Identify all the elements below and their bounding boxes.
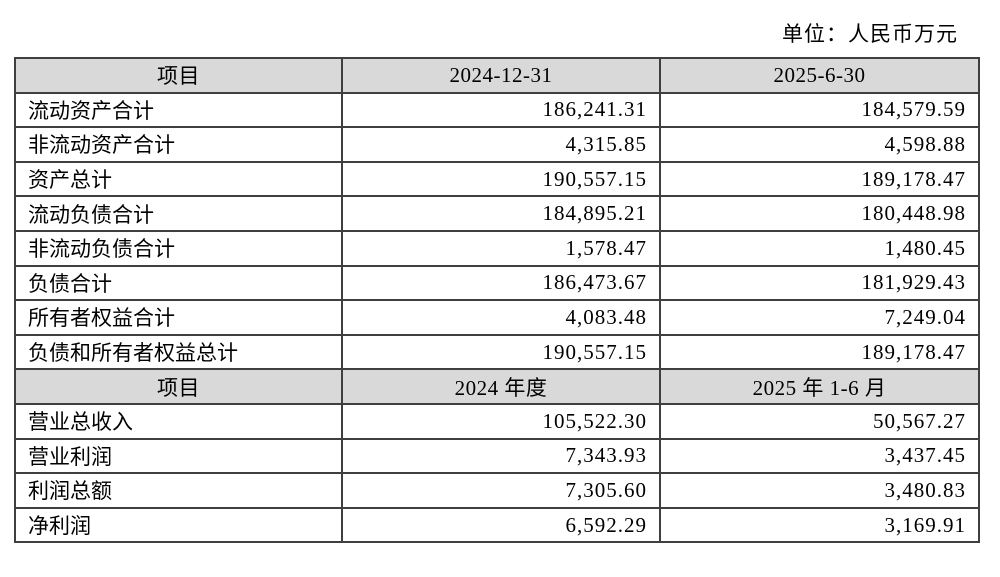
row-label: 所有者权益合计 — [14, 299, 343, 336]
table-row: 营业利润 7,343.93 3,437.45 — [14, 437, 980, 475]
row-label: 营业利润 — [14, 437, 343, 475]
row-value: 189,178.47 — [659, 160, 980, 198]
row-value: 186,241.31 — [341, 91, 661, 129]
row-label: 流动负债合计 — [14, 195, 343, 232]
table-row: 利润总额 7,305.60 3,480.83 — [14, 472, 980, 509]
column-header: 2024-12-31 — [341, 57, 661, 94]
row-value: 186,473.67 — [341, 264, 661, 302]
table-row: 负债合计 186,473.67 181,929.43 — [14, 264, 980, 302]
row-value: 7,343.93 — [341, 437, 661, 475]
row-value: 1,578.47 — [341, 229, 661, 267]
row-value: 6,592.29 — [341, 506, 661, 544]
table-row: 流动负债合计 184,895.21 180,448.98 — [14, 195, 980, 232]
row-label: 流动资产合计 — [14, 91, 343, 129]
row-value: 180,448.98 — [659, 195, 980, 232]
table-row: 资产总计 190,557.15 189,178.47 — [14, 160, 980, 198]
column-header: 2025-6-30 — [659, 57, 980, 94]
table-row: 所有者权益合计 4,083.48 7,249.04 — [14, 299, 980, 336]
column-header: 项目 — [14, 368, 343, 405]
row-value: 4,598.88 — [659, 126, 980, 163]
row-label: 净利润 — [14, 506, 343, 544]
table-row: 营业总收入 105,522.30 50,567.27 — [14, 402, 980, 440]
table-row: 负债和所有者权益总计 190,557.15 189,178.47 — [14, 333, 980, 371]
row-value: 189,178.47 — [659, 333, 980, 371]
row-label: 利润总额 — [14, 472, 343, 509]
row-value: 190,557.15 — [341, 333, 661, 371]
row-label: 非流动负债合计 — [14, 229, 343, 267]
table-row: 非流动资产合计 4,315.85 4,598.88 — [14, 126, 980, 163]
table-row: 流动资产合计 186,241.31 184,579.59 — [14, 91, 980, 129]
column-header: 2024 年度 — [341, 368, 661, 405]
row-value: 181,929.43 — [659, 264, 980, 302]
unit-label: 单位：人民币万元 — [782, 22, 958, 46]
row-value: 190,557.15 — [341, 160, 661, 198]
financial-table-body: 项目 2024-12-31 2025-6-30 流动资产合计 186,241.31 184… — [14, 57, 980, 544]
row-label: 负债和所有者权益总计 — [14, 333, 343, 371]
column-header: 项目 — [14, 57, 343, 94]
row-value: 1,480.45 — [659, 229, 980, 267]
table-row: 非流动负债合计 1,578.47 1,480.45 — [14, 229, 980, 267]
row-label: 负债合计 — [14, 264, 343, 302]
row-value: 50,567.27 — [659, 402, 980, 440]
column-header: 2025 年 1-6 月 — [659, 368, 980, 405]
row-value: 184,895.21 — [341, 195, 661, 232]
row-label: 资产总计 — [14, 160, 343, 198]
row-value: 4,083.48 — [341, 299, 661, 336]
table-header-row: 项目 2024 年度 2025 年 1-6 月 — [14, 368, 980, 405]
row-value: 184,579.59 — [659, 91, 980, 129]
row-value: 4,315.85 — [341, 126, 661, 163]
table-row: 净利润 6,592.29 3,169.91 — [14, 506, 980, 544]
row-value: 3,437.45 — [659, 437, 980, 475]
table-header-row: 项目 2024-12-31 2025-6-30 — [14, 57, 980, 94]
row-value: 7,305.60 — [341, 472, 661, 509]
row-label: 非流动资产合计 — [14, 126, 343, 163]
row-value: 3,480.83 — [659, 472, 980, 509]
financial-table: 项目 2024-12-31 2025-6-30 流动资产合计 186,241.31 184… — [14, 57, 980, 544]
row-value: 3,169.91 — [659, 506, 980, 544]
row-value: 7,249.04 — [659, 299, 980, 336]
row-label: 营业总收入 — [14, 402, 343, 440]
row-value: 105,522.30 — [341, 402, 661, 440]
